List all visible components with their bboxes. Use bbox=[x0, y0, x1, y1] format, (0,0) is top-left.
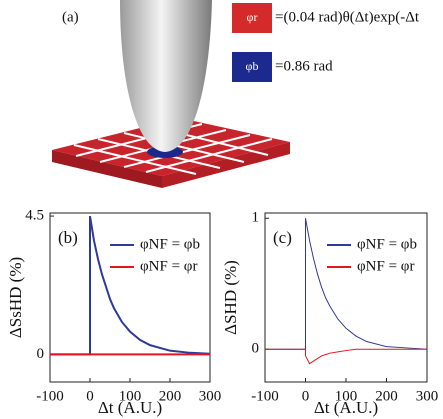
panel-label: (c) bbox=[273, 228, 292, 247]
key-symbol: φr bbox=[247, 10, 258, 24]
key-text: =(0.04 rad)θ(Δt)exp(-Δt bbox=[275, 9, 420, 25]
illustration: (a) φr =(0.04 rad)θ(Δt)exp(-Δt φb =0.86 … bbox=[52, 0, 420, 188]
y-tick-label: 1 bbox=[252, 210, 260, 226]
x-tick-label: 100 bbox=[119, 388, 142, 404]
key-box bbox=[232, 52, 272, 82]
legend-label: φNF = φb bbox=[357, 236, 417, 252]
y-axis-label: ΔSHD (%) bbox=[221, 260, 240, 335]
x-axis-label: Δt (A.U.) bbox=[98, 398, 162, 417]
x-tick-label: 200 bbox=[159, 388, 182, 404]
x-tick-label: 300 bbox=[416, 388, 439, 404]
x-tick-label: 0 bbox=[86, 388, 94, 404]
x-tick-label: 100 bbox=[335, 388, 358, 404]
line bbox=[50, 215, 211, 356]
y-tick-label: 0 bbox=[37, 346, 45, 362]
line bbox=[265, 218, 428, 350]
line bbox=[265, 348, 427, 365]
x-tick-label: -100 bbox=[36, 388, 64, 404]
legend-label: φNF = φr bbox=[357, 258, 414, 274]
legend-label: φNF = φb bbox=[140, 236, 200, 252]
y-tick-label: 0 bbox=[252, 341, 260, 357]
key-text: =0.86 rad bbox=[275, 58, 333, 74]
y-tick-label: 4.5 bbox=[25, 208, 44, 224]
panel-label: (a) bbox=[62, 9, 79, 25]
x-tick-label: 0 bbox=[302, 388, 310, 404]
x-tick-label: 300 bbox=[199, 388, 222, 404]
key-symbol: φb bbox=[246, 59, 259, 73]
slab-side bbox=[52, 150, 162, 188]
x-tick-label: 200 bbox=[375, 388, 398, 404]
y-axis-label: ΔSsHD (%) bbox=[6, 257, 25, 338]
panel-label: (b) bbox=[58, 228, 78, 247]
legend-label: φNF = φr bbox=[140, 258, 197, 274]
key-box bbox=[232, 3, 272, 33]
x-tick-label: -100 bbox=[251, 388, 279, 404]
tip bbox=[120, 0, 212, 152]
x-axis-label: Δt (A.U.) bbox=[314, 398, 378, 417]
